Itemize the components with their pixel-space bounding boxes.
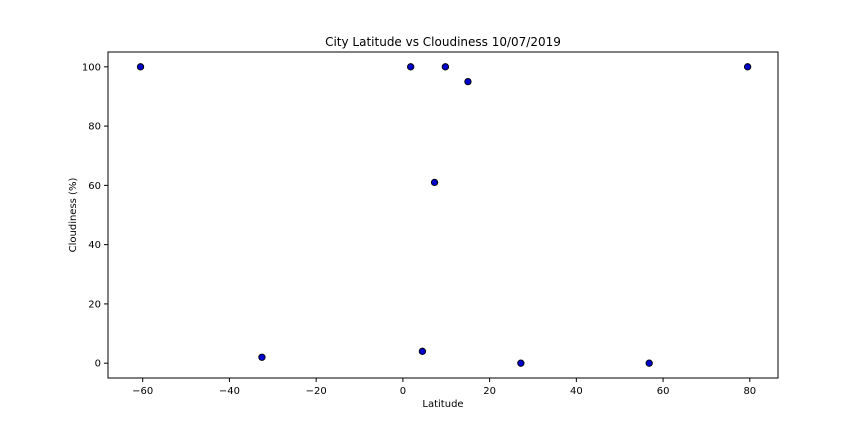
y-axis-label: Cloudiness (%)	[68, 178, 79, 253]
scatter-point	[430, 178, 439, 187]
scatter-point	[418, 347, 427, 355]
x-tick-label: −40	[219, 386, 240, 397]
chart-title: City Latitude vs Cloudiness 10/07/2019	[325, 35, 561, 49]
x-tick-label: 0	[400, 386, 406, 397]
y-tick-label: 0	[95, 359, 101, 370]
y-tick-label: 40	[88, 240, 101, 251]
x-tick-label: −20	[306, 386, 327, 397]
y-tick-label: 80	[88, 122, 101, 133]
x-tick-label: 40	[570, 386, 583, 397]
scatter-point	[258, 353, 266, 361]
x-tick-label: 60	[657, 386, 670, 397]
y-tick-label: 60	[88, 181, 101, 192]
plot-area	[107, 51, 779, 379]
scatter-point	[645, 359, 653, 367]
x-tick-label: −60	[132, 386, 153, 397]
y-tick-label: 20	[88, 299, 101, 310]
scatter-point	[517, 359, 525, 367]
scatter-point	[441, 63, 450, 71]
x-tick-label: 20	[483, 386, 496, 397]
y-axis: 0 20 40 60 80 100	[82, 62, 108, 370]
scatter-point	[464, 77, 472, 86]
data-points	[136, 63, 752, 367]
x-axis-label: Latitude	[422, 399, 463, 410]
scatter-point	[743, 63, 752, 71]
scatter-point	[136, 63, 145, 71]
scatter-point	[407, 63, 415, 71]
y-tick-label: 100	[82, 62, 101, 73]
x-tick-label: 80	[743, 386, 756, 397]
x-axis: −60 −40 −20 0 20 40 60 80	[132, 378, 756, 397]
